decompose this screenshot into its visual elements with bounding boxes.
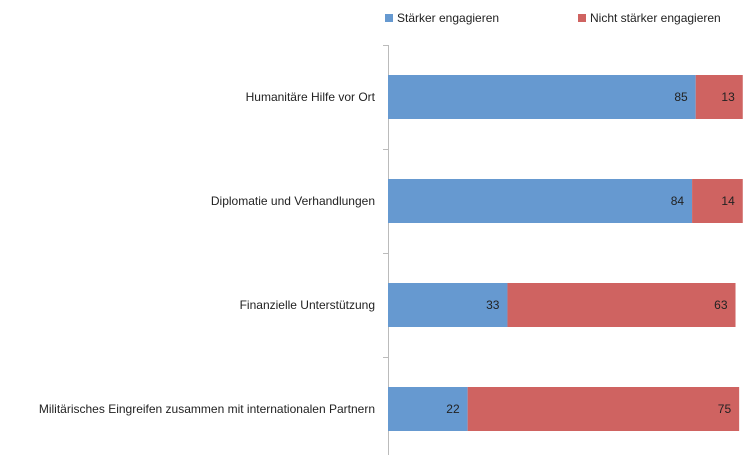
bar-segment (388, 179, 693, 223)
legend-swatch (578, 14, 586, 22)
value-label: 85 (674, 90, 688, 104)
legend-swatch (385, 14, 393, 22)
category-label: Militärisches Eingreifen zusammen mit in… (38, 401, 375, 416)
legend-label: Stärker engagieren (397, 11, 500, 25)
bar-segment (388, 283, 508, 327)
value-label: 33 (486, 298, 500, 312)
bar-segment (695, 75, 743, 119)
category-label: Finanzielle Unterstützung (239, 297, 375, 312)
category-label: Humanitäre Hilfe vor Ort (245, 89, 375, 104)
bar-segment (507, 283, 736, 327)
category-label: Diplomatie und Verhandlungen (210, 193, 375, 208)
bar-segment (692, 179, 743, 223)
legend-item: Nicht stärker engagieren (578, 11, 721, 25)
value-label: 84 (670, 194, 685, 208)
legend-label: Nicht stärker engagieren (590, 11, 721, 25)
bar-segment (388, 387, 468, 431)
value-label: 22 (446, 402, 460, 416)
bar-segment (388, 75, 696, 119)
bar-segment (467, 387, 740, 431)
value-label: 63 (714, 298, 728, 312)
value-label: 75 (717, 402, 732, 416)
value-label: 13 (721, 90, 735, 104)
value-label: 14 (721, 194, 735, 208)
legend-item: Stärker engagieren (385, 11, 499, 25)
